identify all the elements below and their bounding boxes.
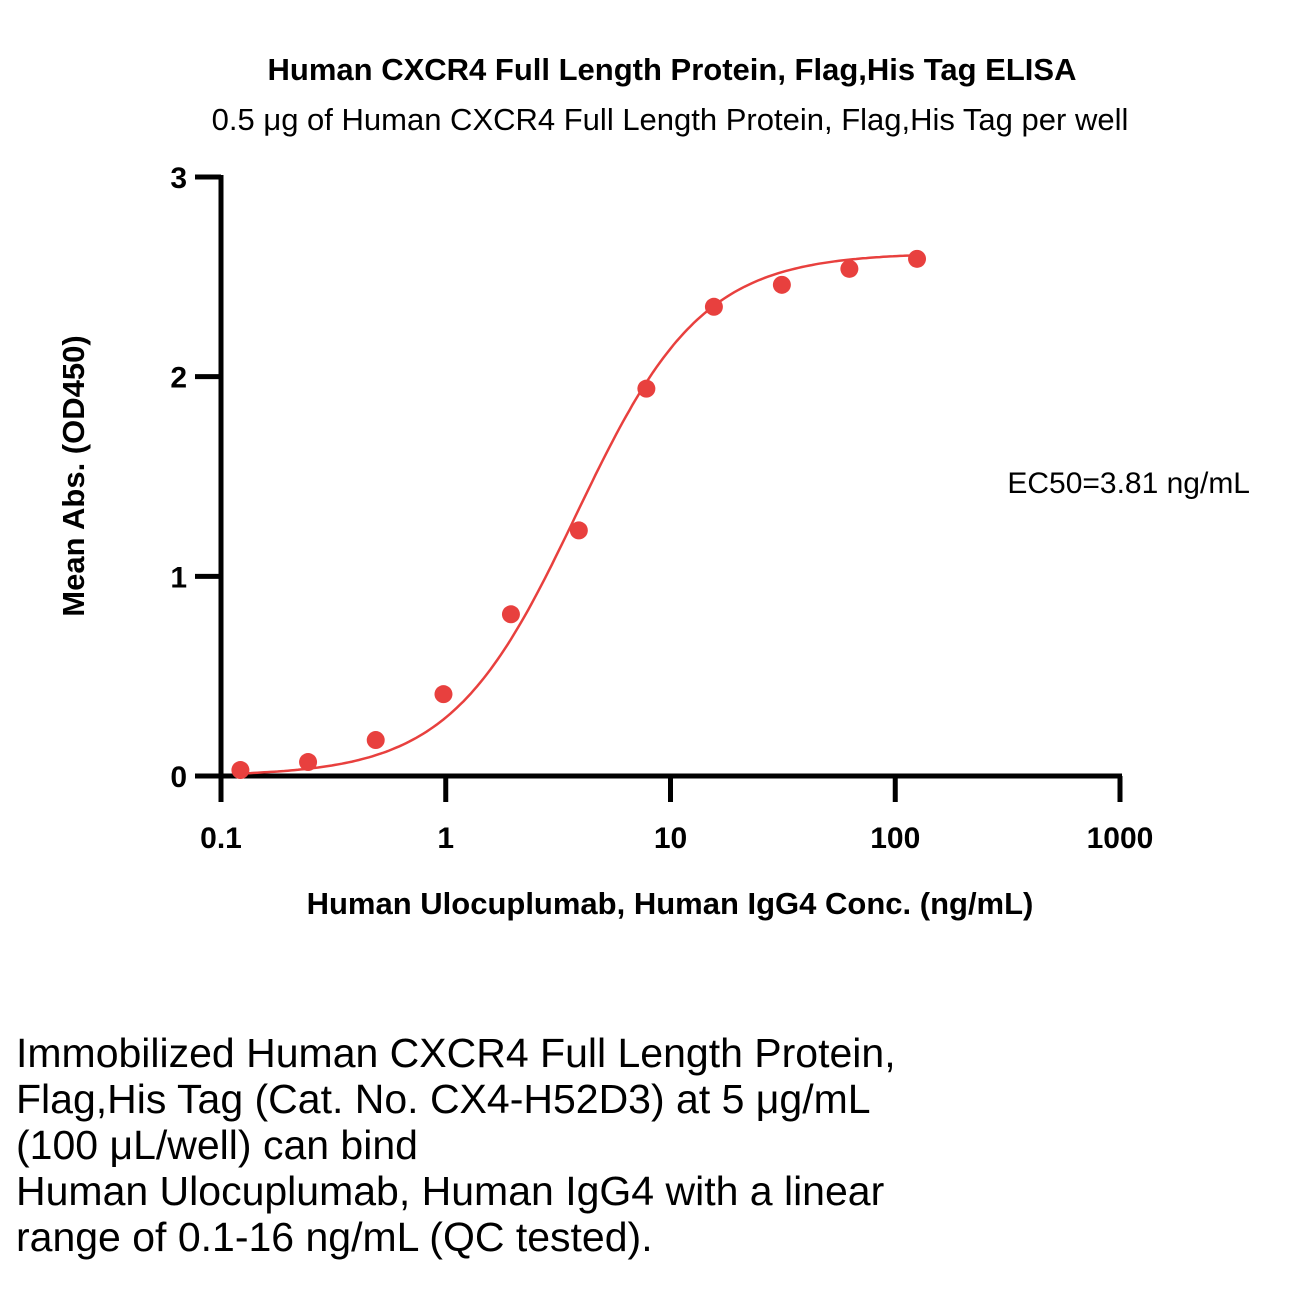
data-point (434, 685, 453, 704)
ec50-annotation: EC50=3.81 ng/mL (1007, 467, 1250, 500)
chart-title: Human CXCR4 Full Length Protein, Flag,Hi… (268, 52, 1077, 87)
x-tick-label: 1000 (1087, 822, 1154, 855)
axes (195, 174, 1123, 802)
y-tick-label: 1 (170, 561, 187, 594)
y-axis-label: Mean Abs. (OD450) (56, 335, 91, 616)
y-tick-label: 0 (170, 761, 187, 794)
data-point (704, 297, 723, 316)
data-points (231, 249, 927, 780)
data-point (569, 521, 588, 540)
data-point (908, 249, 927, 268)
y-tick-label: 3 (170, 162, 187, 195)
y-tick-label: 2 (170, 362, 187, 395)
caption-line: (100 μL/well) can bind (16, 1122, 418, 1168)
fit-curve-layer (240, 253, 918, 775)
caption-line: Immobilized Human CXCR4 Full Length Prot… (16, 1030, 896, 1076)
data-point (840, 259, 859, 278)
caption: Immobilized Human CXCR4 Full Length Prot… (16, 1030, 1276, 1260)
fit-curve (240, 253, 918, 775)
caption-line: range of 0.1-16 ng/mL (QC tested). (16, 1214, 653, 1260)
x-tick-label: 1 (437, 822, 454, 855)
x-axis-label: Human Ulocuplumab, Human IgG4 Conc. (ng/… (307, 886, 1034, 921)
chart-subtitle: 0.5 μg of Human CXCR4 Full Length Protei… (212, 102, 1129, 137)
data-point (772, 275, 791, 294)
data-point (501, 605, 520, 624)
caption-line: Human Ulocuplumab, Human IgG4 with a lin… (16, 1168, 885, 1214)
data-point (299, 753, 318, 772)
x-tick-label: 0.1 (200, 822, 242, 855)
data-point (366, 731, 385, 750)
caption-line: Flag,His Tag (Cat. No. CX4-H52D3) at 5 μ… (16, 1076, 871, 1122)
x-tick-label: 10 (654, 822, 687, 855)
x-tick-label: 100 (870, 822, 920, 855)
data-point (231, 761, 250, 780)
data-point (637, 379, 656, 398)
tick-labels: 0 1 2 3 0.1 1 10 100 1000 (170, 162, 1153, 855)
elisa-chart: Human CXCR4 Full Length Protein, Flag,Hi… (56, 52, 1250, 921)
